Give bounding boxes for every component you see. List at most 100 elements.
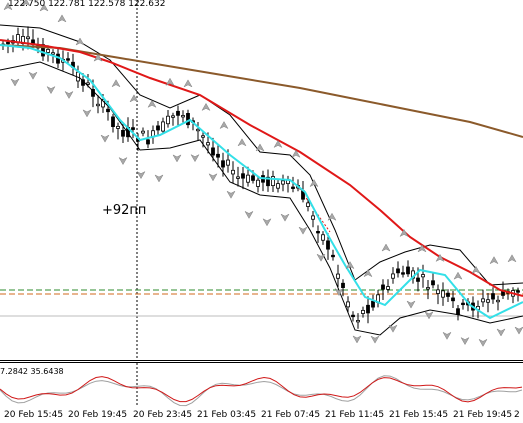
fractal-down-marker <box>388 324 398 333</box>
time-label: 21 Feb 19:45 <box>453 410 513 420</box>
candle-body <box>416 277 420 282</box>
fractal-up-marker <box>327 212 337 221</box>
candle-body <box>211 147 215 156</box>
price-chart[interactable]: 122.750 122.781 122.578 122.632 +92пп <box>0 0 523 360</box>
fractal-down-marker <box>136 170 146 180</box>
panel-separator-bottom <box>0 362 523 363</box>
fractal-down-marker <box>262 218 272 227</box>
fractal-up-marker <box>147 99 157 108</box>
candle-body <box>186 113 190 126</box>
fractal-up-marker <box>417 244 427 253</box>
fractal-up-marker <box>435 253 445 262</box>
candle-body <box>461 302 465 306</box>
fractal-down-marker <box>424 311 434 320</box>
candle-body <box>176 110 180 116</box>
fractal-up-marker <box>255 143 265 152</box>
candle-body <box>6 41 10 45</box>
candle-body <box>346 301 350 308</box>
candle-body <box>421 274 425 278</box>
candle-body <box>481 298 485 303</box>
candle-body <box>146 139 150 145</box>
fractal-down-marker <box>82 109 92 118</box>
fractal-down-marker <box>352 335 362 344</box>
fractal-up-marker <box>507 254 517 263</box>
envelope-upper-line <box>0 24 523 286</box>
price-chart-canvas <box>0 0 523 360</box>
fractal-down-marker <box>460 336 470 346</box>
oscillator-panel[interactable] <box>0 363 523 407</box>
fractal-markers <box>3 0 523 347</box>
fractal-down-marker <box>442 331 452 340</box>
time-axis: 20 Feb 15:45 20 Feb 19:45 20 Feb 23:45 2… <box>0 407 523 423</box>
candle-body <box>266 176 270 187</box>
candle-body <box>101 99 105 108</box>
candle-body <box>256 179 260 187</box>
fractal-up-marker <box>471 265 481 274</box>
time-label: 21 Feb 03:45 <box>197 410 257 420</box>
fractal-down-marker <box>280 213 290 222</box>
candle-body <box>496 299 500 303</box>
candle-body <box>321 234 325 241</box>
fractal-down-marker <box>154 174 164 183</box>
fractal-up-marker <box>39 3 49 12</box>
fractal-down-marker <box>244 210 254 219</box>
fractal-up-marker <box>237 138 247 147</box>
candle-body <box>451 297 455 302</box>
fractal-up-marker <box>57 14 67 23</box>
candle-body <box>306 202 310 207</box>
fractal-up-marker <box>129 94 139 103</box>
time-label: 20 Feb 19:45 <box>68 410 128 420</box>
fractal-down-marker <box>64 90 74 99</box>
panel-separator-top <box>0 360 523 361</box>
candle-body <box>436 289 440 294</box>
candle-body <box>231 169 235 175</box>
profit-annotation: +92пп <box>102 203 147 218</box>
candle-body <box>356 320 360 323</box>
candle-body <box>201 135 205 138</box>
fractal-down-marker <box>28 71 38 80</box>
candle-body <box>431 280 435 286</box>
fractal-up-marker <box>309 179 319 188</box>
candle-body <box>281 180 285 185</box>
candle-body <box>441 290 445 298</box>
candle-body <box>141 130 145 134</box>
fractal-down-marker <box>370 335 380 344</box>
candle-body <box>391 273 395 279</box>
candle-body <box>516 290 520 293</box>
candle-body <box>491 293 495 300</box>
fractal-up-marker <box>399 228 409 238</box>
fractal-up-marker <box>381 243 391 252</box>
candle-body <box>276 183 280 189</box>
candle-body <box>96 103 100 107</box>
candle-body <box>111 116 115 127</box>
candle-body <box>341 282 345 288</box>
oscillator-canvas <box>0 363 523 407</box>
oscillator-values: 7.2842 35.6438 <box>0 367 64 376</box>
time-label: 21 Feb 15:45 <box>389 410 449 420</box>
candle-body <box>206 142 210 146</box>
candle-body <box>271 176 275 187</box>
fractal-up-marker <box>21 0 31 7</box>
candle-body <box>406 266 410 275</box>
fractal-up-marker <box>165 77 175 86</box>
candle-body <box>241 173 245 179</box>
fractal-up-marker <box>363 269 373 278</box>
candle-body <box>66 58 70 61</box>
mid-ma-line <box>0 39 523 297</box>
fractal-down-marker <box>10 78 20 87</box>
candle-body <box>171 115 175 118</box>
fractal-up-marker <box>75 37 85 46</box>
fractal-up-marker <box>3 2 13 11</box>
time-label: 21 Feb 11:45 <box>325 410 385 420</box>
candle-body <box>486 299 490 303</box>
fractal-down-marker <box>100 134 110 143</box>
candle-body <box>156 125 160 131</box>
candle-body <box>116 125 120 129</box>
oscillator-signal-line <box>0 375 523 407</box>
candle-body <box>326 240 330 250</box>
fractal-up-marker <box>201 102 211 112</box>
fractal-up-marker <box>291 149 301 158</box>
ohlc-readout: 122.750 122.781 122.578 122.632 <box>8 0 166 9</box>
candle-body <box>331 254 335 258</box>
